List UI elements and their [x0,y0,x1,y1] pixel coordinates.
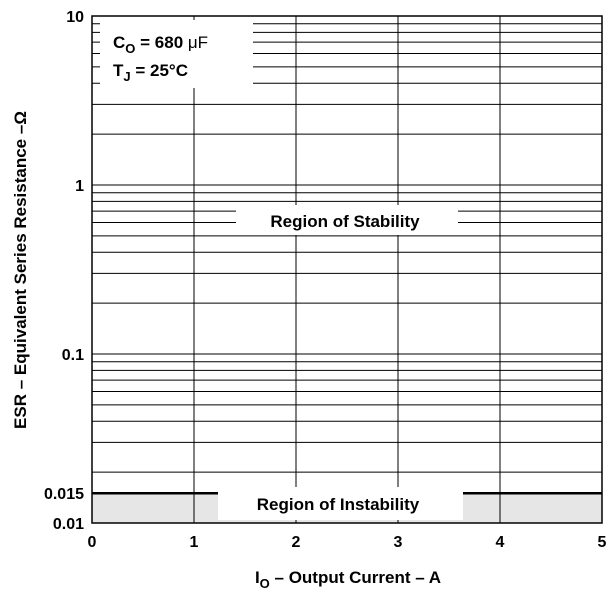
annotation-box [100,20,253,88]
annotation-co: CO = 680 μF [113,33,208,56]
plot-frame [91,15,603,524]
grid [92,16,602,523]
x-tick-labels: 0 1 2 3 4 5 [88,534,607,551]
x-tick-label: 2 [292,534,301,551]
region-of-instability-label: Region of Instability [257,495,420,514]
x-tick-label: 3 [394,534,403,551]
x-axis-label: IO – Output Current – A [255,568,441,591]
y-tick-label: 0.015 [44,486,84,503]
region-of-stability-label: Region of Stability [270,212,420,231]
y-tick-labels: 0.01 0.015 0.1 1 10 [44,9,84,533]
y-tick-label: 0.1 [62,347,84,364]
y-axis-label: ESR – Equivalent Series Resistance –Ω [11,111,30,429]
x-tick-label: 5 [598,534,607,551]
x-tick-label: 1 [190,534,199,551]
y-tick-label: 10 [66,9,84,26]
stability-label-mask [236,205,458,235]
annotation-tj: TJ = 25°C [113,61,188,84]
y-tick-label: 0.01 [53,516,84,533]
x-tick-label: 4 [496,534,505,551]
y-tick-label: 1 [75,178,84,195]
instability-label-mask [218,487,463,520]
x-tick-label: 0 [88,534,97,551]
